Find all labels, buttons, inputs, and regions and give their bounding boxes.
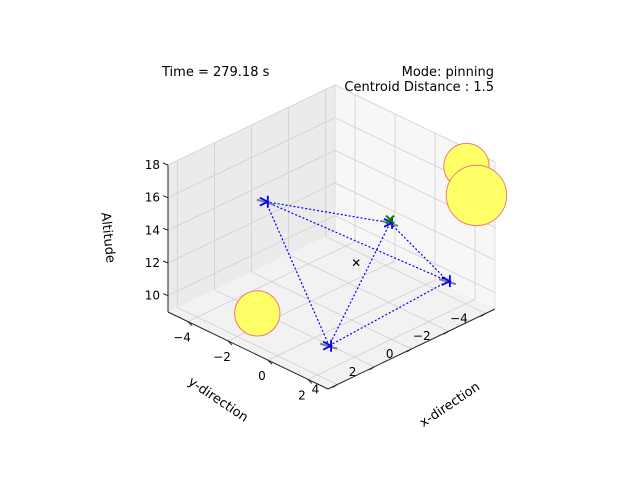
grid-line-y-floor — [288, 253, 449, 332]
z-tick-label: 14 — [145, 223, 160, 237]
agent-marker — [441, 275, 452, 288]
x-tick-label: −2 — [213, 350, 231, 364]
data-marks — [234, 142, 508, 352]
y-tick-label: 2 — [349, 365, 357, 379]
z-tick-label: 16 — [145, 191, 160, 205]
x-tick-mark — [307, 379, 313, 384]
mode-readout: Mode: pinning — [402, 65, 494, 80]
z-tick-label: 10 — [145, 289, 160, 303]
y-tick-mark — [406, 348, 412, 353]
obstacle-sphere — [445, 164, 508, 227]
agent-marker — [322, 339, 334, 352]
grid-line-y-floor — [251, 271, 412, 350]
z-tick-mark — [162, 260, 169, 264]
y-tick-mark — [369, 366, 375, 371]
z-tick-mark — [162, 195, 169, 199]
y-tick-label: 0 — [386, 347, 394, 361]
agent-link — [328, 222, 391, 346]
z-tick-mark — [162, 162, 169, 166]
pane-edge — [167, 84, 336, 166]
y-tick-label: −2 — [413, 329, 431, 343]
x-tick-mark — [227, 340, 233, 346]
y-tick-label: −4 — [450, 311, 468, 325]
agent-link — [265, 201, 449, 282]
x-tick-label: 0 — [258, 369, 266, 383]
z-tick-mark — [162, 293, 169, 297]
y-tick-mark — [332, 384, 338, 388]
x-tick-label: 2 — [298, 388, 306, 402]
agent-link — [265, 201, 391, 224]
y-tick-mark — [480, 313, 486, 317]
z-tick-mark — [162, 227, 169, 231]
y-tick-label: 4 — [312, 383, 320, 397]
z-tick-label: 18 — [145, 158, 160, 172]
x-tick-label: −4 — [173, 331, 191, 345]
centroid-distance-readout: Centroid Distance : 1.5 — [344, 80, 494, 95]
agent-marker — [259, 195, 270, 208]
agent-link — [389, 222, 449, 282]
x-tick-mark — [187, 321, 193, 326]
x-axis-label: x-direction — [417, 379, 483, 430]
y-axis-label: y-direction — [185, 375, 251, 426]
x-axis-line — [167, 311, 329, 390]
z-tick-label: 12 — [145, 256, 160, 270]
target-marker — [385, 214, 395, 225]
right-wall-pane — [335, 85, 495, 309]
centroid-marker — [352, 259, 360, 267]
z-axis-label: Altitude — [97, 212, 117, 264]
obstacle-sphere — [234, 290, 281, 337]
y-tick-mark — [443, 330, 449, 335]
time-readout: Time = 279.18 s — [161, 65, 270, 80]
grid-line-y-floor — [177, 307, 338, 385]
axis-lines — [167, 84, 496, 390]
grid-line-y-floor — [325, 236, 486, 314]
x-tick-mark — [267, 359, 273, 365]
agent-link — [328, 280, 449, 347]
